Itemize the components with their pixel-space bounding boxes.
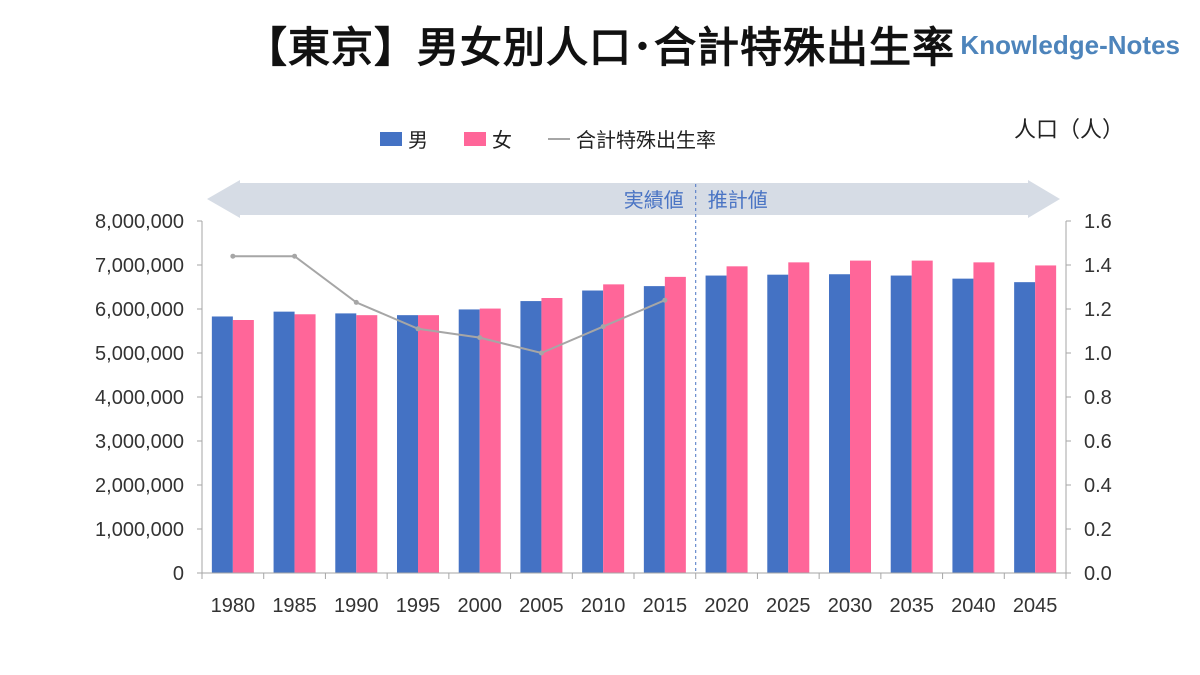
tfr-point-1980 — [230, 253, 236, 259]
legend-label-female: 女 — [492, 128, 512, 152]
legend-label-male: 男 — [408, 128, 428, 152]
band-label-projected: 推計値 — [708, 188, 768, 212]
x-tick-label: 2025 — [766, 595, 811, 617]
bar-female-2045 — [1035, 265, 1057, 573]
bar-male-1985 — [273, 311, 295, 573]
bar-male-2040 — [952, 278, 974, 573]
x-tick-label: 1990 — [334, 595, 379, 617]
x-tick-label: 1985 — [272, 595, 317, 617]
y-left-tick-label: 1,000,000 — [95, 519, 184, 541]
bar-female-2030 — [850, 260, 871, 573]
x-tick-label: 1995 — [396, 595, 441, 617]
bar-male-2000 — [458, 309, 480, 573]
x-tick-label: 2020 — [704, 595, 749, 617]
x-tick-label: 2045 — [1013, 595, 1058, 617]
bar-female-1980 — [232, 320, 254, 573]
y-right-tick-label: 0.0 — [1084, 563, 1112, 585]
band-label-actual: 実績値 — [624, 188, 684, 212]
y-left-tick-label: 5,000,000 — [95, 343, 184, 365]
tfr-point-1985 — [292, 253, 298, 259]
period-band — [207, 180, 1060, 573]
legend: 男 女 合計特殊出生率 — [380, 124, 716, 153]
bar-male-2020 — [705, 275, 727, 573]
bar-female-2040 — [973, 262, 995, 573]
bar-male-1990 — [335, 313, 357, 573]
tfr-point-2005 — [538, 350, 544, 356]
y-left-tick-label: 6,000,000 — [95, 299, 184, 321]
bar-female-2010 — [603, 284, 625, 573]
bar-male-1980 — [211, 316, 233, 573]
legend-swatch-tfr — [548, 137, 570, 140]
watermark: Knowledge-Notes — [960, 30, 1180, 60]
x-tick-label: 2015 — [643, 595, 688, 617]
tfr-line — [232, 255, 666, 355]
y-right-tick-label: 1.0 — [1084, 343, 1112, 365]
x-tick-label: 1980 — [211, 595, 256, 617]
bar-female-1990 — [356, 315, 378, 573]
period-band-arrow — [207, 180, 1060, 218]
tfr-line-group — [230, 253, 668, 356]
y-axis-unit-label: 人口（人） — [1013, 118, 1124, 143]
bar-male-1995 — [397, 315, 418, 573]
legend-label-tfr: 合計特殊出生率 — [576, 128, 716, 152]
legend-swatch-female — [464, 131, 486, 146]
x-tick-label: 2030 — [828, 595, 873, 617]
y-left-tick-label: 4,000,000 — [95, 387, 184, 409]
y-left-tick-label: 7,000,000 — [95, 255, 184, 277]
bar-female-2025 — [788, 262, 810, 573]
tfr-point-1995 — [415, 326, 421, 332]
bar-male-2010 — [582, 290, 604, 573]
bars-group — [211, 260, 1057, 573]
legend-item-male: 男 — [380, 124, 428, 153]
bar-female-1985 — [294, 314, 316, 573]
x-tick-label: 2035 — [889, 595, 934, 617]
bar-female-2035 — [911, 260, 933, 573]
y-right-tick-label: 0.4 — [1084, 475, 1112, 497]
axes-group: 0 1,000,000 2,000,000 3,000,000 4,000,000 5,0… — [95, 211, 1112, 617]
bar-female-2015 — [664, 276, 686, 573]
y-right-tick-label: 0.2 — [1084, 519, 1112, 541]
x-tick-label: 2040 — [951, 595, 996, 617]
bar-male-2035 — [890, 275, 912, 573]
bar-female-1995 — [418, 315, 439, 573]
tfr-point-2010 — [600, 324, 606, 330]
legend-swatch-male — [380, 131, 402, 146]
y-right-tick-label: 1.2 — [1084, 299, 1112, 321]
bar-male-2025 — [767, 274, 789, 573]
tfr-point-1990 — [353, 299, 359, 305]
bar-male-2005 — [520, 301, 542, 573]
legend-item-female: 女 — [464, 124, 512, 153]
y-left-tick-label: 8,000,000 — [95, 211, 184, 233]
chart-title: 【東京】男女別人口･合計特殊出生率 — [244, 23, 955, 72]
y-right-tick-label: 0.8 — [1084, 387, 1112, 409]
y-right-tick-label: 1.6 — [1084, 211, 1112, 233]
x-tick-label: 2010 — [581, 595, 626, 617]
y-left-tick-label: 0 — [173, 563, 184, 585]
legend-item-tfr: 合計特殊出生率 — [548, 124, 716, 153]
bar-female-2000 — [479, 308, 501, 573]
y-right-tick-label: 0.6 — [1084, 431, 1112, 453]
x-tick-label: 2000 — [457, 595, 502, 617]
tfr-point-2000 — [477, 335, 483, 341]
tfr-point-2015 — [662, 297, 668, 303]
bar-male-2015 — [643, 286, 665, 573]
y-left-tick-label: 3,000,000 — [95, 431, 184, 453]
x-tick-label: 2005 — [519, 595, 564, 617]
bar-female-2020 — [726, 266, 748, 573]
y-right-tick-label: 1.4 — [1084, 255, 1112, 277]
y-left-tick-label: 2,000,000 — [95, 475, 184, 497]
bar-female-2005 — [541, 298, 563, 573]
bar-male-2030 — [829, 274, 850, 573]
bar-male-2045 — [1014, 282, 1036, 573]
